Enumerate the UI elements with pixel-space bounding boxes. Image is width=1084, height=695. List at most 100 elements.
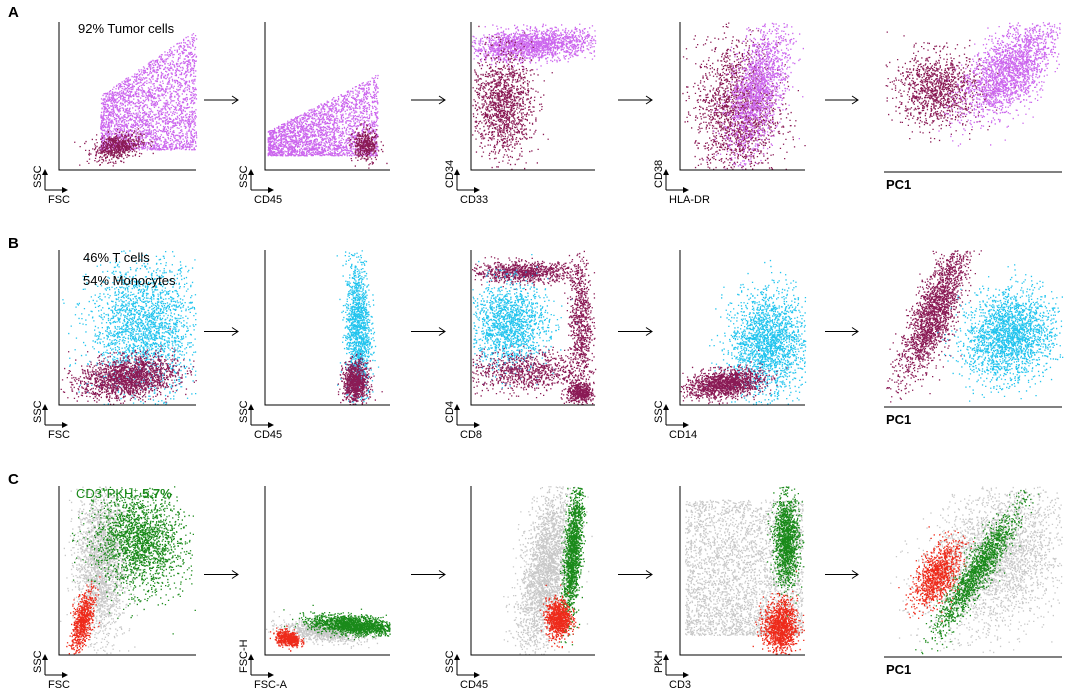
population-dots <box>685 499 804 636</box>
scatter-plot-1: FSC SSC <box>32 250 197 441</box>
population-dots <box>283 604 391 641</box>
scatter-plot-5: PC1 <box>884 486 1063 677</box>
population-t_cells <box>564 250 596 400</box>
gating-arrow-4 <box>825 570 859 579</box>
population-dots <box>472 25 553 171</box>
gating-arrow-4 <box>825 95 859 105</box>
plot-axes <box>470 250 595 406</box>
plot-axes <box>58 250 196 406</box>
population-dots <box>267 74 379 157</box>
gating-arrow-4 <box>825 327 859 336</box>
population-red_population <box>66 576 101 655</box>
x-axis-arrowhead <box>474 672 480 678</box>
data-points <box>685 486 805 656</box>
population-dots <box>60 328 197 406</box>
y-axis-arrowhead <box>42 169 48 175</box>
panel-a: A FSC SSC CD45 SSC CD33 CD34 HLA-DR CD38 PC1 92% T… <box>8 4 1062 206</box>
y-axis-label: SSC <box>238 165 250 188</box>
data-points <box>266 604 391 652</box>
x-axis-arrowhead <box>268 672 274 678</box>
population-dots <box>336 250 380 406</box>
x-axis-label: CD33 <box>460 194 488 206</box>
data-points <box>886 250 1064 403</box>
scatter-plot-4: HLA-DR CD38 <box>653 22 806 206</box>
plot-axes <box>679 250 805 406</box>
y-axis-arrowhead <box>663 404 669 410</box>
population-t_cells <box>472 256 596 291</box>
x-axis-arrowhead <box>62 422 68 428</box>
scatter-plot-4: CD3 PKH <box>653 486 805 691</box>
scatter-plot-3: CD45 SSC <box>444 486 595 691</box>
population-dots <box>706 259 807 406</box>
gating-arrow-1 <box>204 570 239 579</box>
x-axis-label: HLA-DR <box>669 194 710 206</box>
population-dots <box>539 584 580 649</box>
gating-arrow-2 <box>411 570 446 579</box>
plot-axes <box>470 22 595 171</box>
population-dots <box>472 256 596 291</box>
gating-arrow-2 <box>411 327 446 336</box>
panel-c: C FSC SSC FSC-A FSC-H CD45 SSC CD3 PKH PC1 CD3+PKH… <box>8 471 1063 691</box>
plot-axes <box>679 486 805 656</box>
scatter-plot-2: CD45 SSC <box>238 250 390 441</box>
x-axis-label: CD8 <box>460 429 482 441</box>
x-axis-label: CD45 <box>254 194 282 206</box>
data-points <box>503 486 593 656</box>
population-normal <box>885 31 1016 143</box>
x-axis-label: PC1 <box>886 662 911 677</box>
population-normal <box>348 121 388 169</box>
population-t_cells <box>886 250 982 403</box>
x-axis-label: FSC-A <box>254 679 288 691</box>
y-axis-label: SSC <box>444 650 456 673</box>
population-dots <box>766 486 805 617</box>
population-t_cells <box>60 328 197 406</box>
data-points <box>471 23 597 171</box>
y-axis-label: SSC <box>238 400 250 423</box>
y-axis-label: CD38 <box>653 160 665 188</box>
scatter-plot-5: PC1 <box>884 250 1064 427</box>
y-axis-label: CD4 <box>444 401 456 423</box>
y-axis-label: SSC <box>32 165 44 188</box>
population-cd3_pkh <box>71 486 196 635</box>
scatter-plot-1: FSC SSC <box>32 22 198 206</box>
x-axis-label: FSC <box>48 194 70 206</box>
population-dots <box>269 625 305 652</box>
population-cd3_pkh <box>283 604 391 641</box>
population-normal <box>472 25 553 171</box>
scatter-plot-5: PC1 <box>884 22 1062 192</box>
population-others <box>60 486 142 655</box>
x-axis-arrowhead <box>683 187 689 193</box>
data-points <box>60 250 197 406</box>
x-axis-arrowhead <box>268 422 274 428</box>
population-tumor <box>471 23 597 71</box>
population-dots <box>915 489 1040 655</box>
x-axis-arrowhead <box>683 672 689 678</box>
population-dots <box>62 250 197 406</box>
population-dots <box>337 353 383 406</box>
scatter-plot-3: CD33 CD34 <box>444 22 597 206</box>
population-dots <box>472 345 597 400</box>
gating-arrow-3 <box>618 327 653 336</box>
population-dots <box>348 121 388 169</box>
y-axis-arrowhead <box>248 404 254 410</box>
y-axis-label: CD34 <box>444 160 456 188</box>
data-points <box>885 22 1061 147</box>
plot-axes <box>58 486 196 656</box>
data-points <box>336 250 383 406</box>
population-dots <box>886 250 982 403</box>
population-dots <box>100 33 198 151</box>
x-axis-label: PC1 <box>886 412 911 427</box>
annotation-line-2: 54% Monocytes <box>83 273 176 288</box>
population-dots <box>937 22 1061 147</box>
x-axis-arrowhead <box>268 187 274 193</box>
panel-letter: A <box>8 4 19 21</box>
data-points <box>267 74 388 169</box>
population-monocytes <box>706 259 807 406</box>
y-axis-label: FSC-H <box>238 639 250 673</box>
x-axis-arrowhead <box>474 422 480 428</box>
population-others <box>685 499 804 636</box>
scatter-plot-2: FSC-A FSC-H <box>238 486 391 691</box>
data-points <box>680 259 807 406</box>
population-monocytes <box>62 250 197 406</box>
